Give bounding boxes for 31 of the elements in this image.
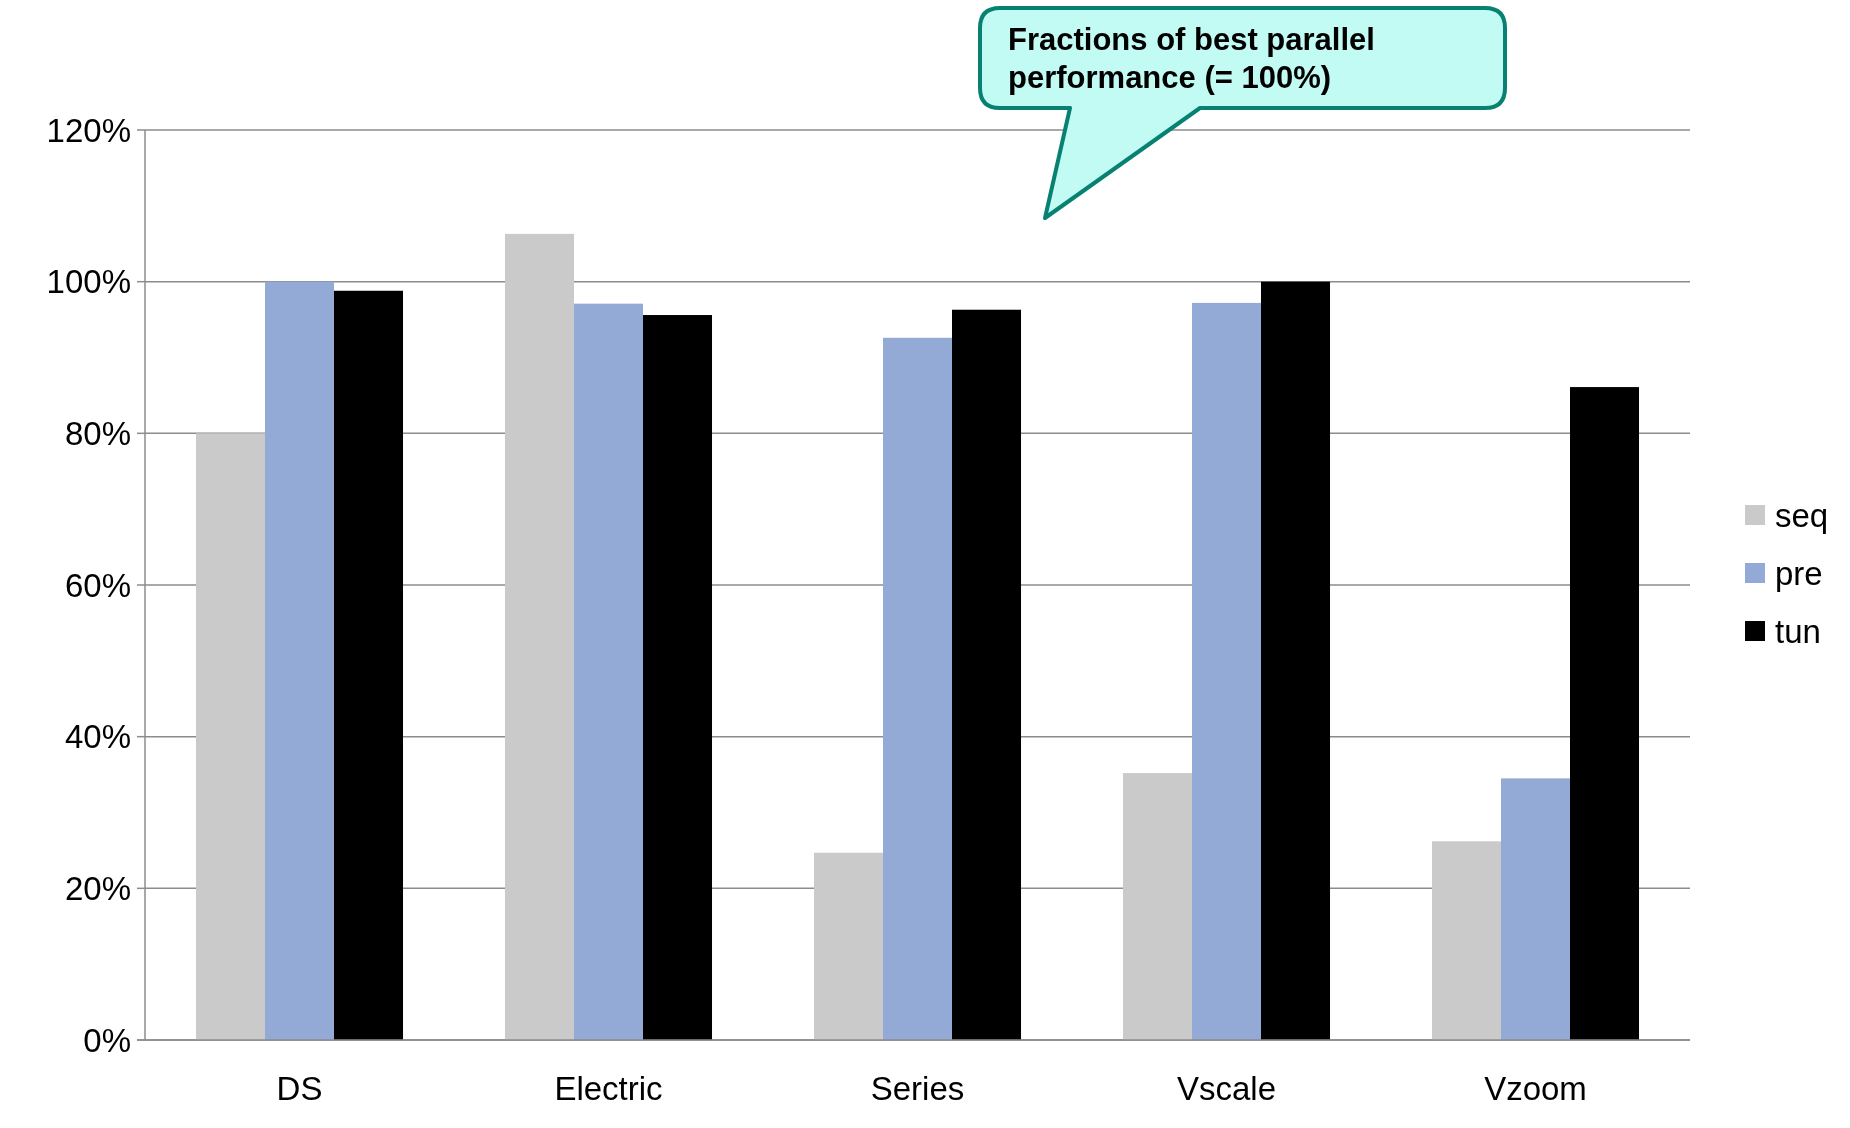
bar <box>813 852 883 1040</box>
legend-label: tun <box>1775 612 1821 650</box>
bar <box>952 309 1022 1040</box>
x-tick-label: Vzoom <box>1484 1070 1587 1107</box>
y-tick-label: 0% <box>83 1021 131 1059</box>
bar <box>883 337 953 1040</box>
x-tick-label: Series <box>870 1070 965 1107</box>
bar <box>1261 281 1331 1040</box>
y-tick-label: 20% <box>64 869 131 907</box>
y-tick-label: 40% <box>64 718 131 756</box>
y-tick-label: 100% <box>46 263 131 301</box>
bar <box>504 233 574 1040</box>
x-tick-label: DS <box>276 1070 323 1107</box>
bar <box>1431 841 1501 1040</box>
legend-label: seq <box>1775 496 1829 534</box>
y-tick-label: 60% <box>64 566 131 604</box>
bar <box>1570 387 1640 1040</box>
bar <box>334 290 404 1040</box>
bar <box>1122 773 1192 1040</box>
legend-label: pre <box>1775 554 1823 592</box>
y-tick-label: 120% <box>46 111 131 149</box>
x-tick-label: Vscale <box>1176 1070 1277 1107</box>
text: Fractions of best parallel performance (= 100%) <box>1008 22 1375 95</box>
bar <box>574 303 644 1040</box>
bar <box>265 281 335 1040</box>
x-tick-label: Electric <box>554 1070 663 1107</box>
bar <box>643 315 713 1040</box>
bar <box>1191 302 1261 1040</box>
bar <box>1500 778 1570 1040</box>
y-tick-label: 80% <box>64 414 131 452</box>
bar <box>195 433 265 1040</box>
